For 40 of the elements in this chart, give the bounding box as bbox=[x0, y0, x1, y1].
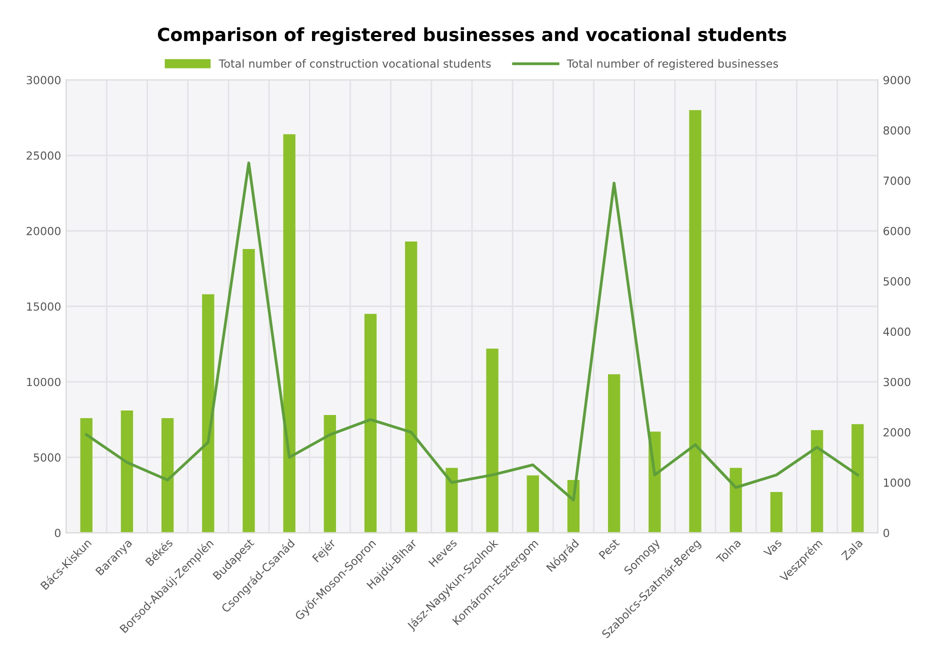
y2-tick-label: 2000 bbox=[884, 428, 910, 437]
bar bbox=[202, 294, 214, 533]
bar bbox=[526, 475, 539, 533]
bar bbox=[405, 241, 418, 533]
bar bbox=[689, 110, 702, 533]
bar bbox=[80, 418, 92, 533]
legend-label: Total number of registered businesses bbox=[566, 59, 778, 70]
bar bbox=[120, 410, 134, 533]
line-series bbox=[84, 162, 860, 502]
bar bbox=[486, 348, 498, 533]
y-tick-label: 5000 bbox=[34, 453, 60, 462]
y-tick-label: 25000 bbox=[26, 151, 60, 160]
y-tick-label: 0 bbox=[54, 528, 60, 538]
y2-tick-label: 1000 bbox=[884, 478, 910, 487]
bar bbox=[852, 424, 864, 533]
bar bbox=[608, 374, 620, 533]
y-tick-label: 30000 bbox=[26, 76, 60, 84]
bar bbox=[242, 248, 255, 533]
bar bbox=[283, 134, 296, 533]
bar bbox=[810, 430, 824, 533]
bar bbox=[730, 468, 742, 533]
y2-tick-label: 5000 bbox=[884, 277, 910, 286]
y2-tick-label: 9000 bbox=[883, 76, 910, 84]
y-tick-label: 10000 bbox=[27, 378, 60, 386]
x-tick-label: Vas bbox=[763, 538, 782, 558]
bar bbox=[364, 314, 377, 533]
bar bbox=[324, 415, 336, 533]
y2-tick-label: 4000 bbox=[883, 327, 910, 336]
y2-tick-label: 6000 bbox=[884, 226, 910, 236]
y2-tick-label: 7000 bbox=[884, 176, 910, 185]
bar bbox=[161, 418, 174, 533]
y-tick-label: 15000 bbox=[27, 302, 60, 311]
bar bbox=[446, 468, 458, 533]
y2-tick-label: 8000 bbox=[884, 126, 910, 135]
bar bbox=[770, 492, 783, 533]
chart-title: Comparison of registered businesses and vocational students bbox=[158, 27, 786, 45]
y-tick-label: 20000 bbox=[26, 226, 60, 236]
y2-tick-label: 3000 bbox=[884, 378, 910, 386]
legend-label: Total number of construction vocational students bbox=[218, 59, 491, 68]
y2-tick-label: 0 bbox=[884, 528, 890, 538]
